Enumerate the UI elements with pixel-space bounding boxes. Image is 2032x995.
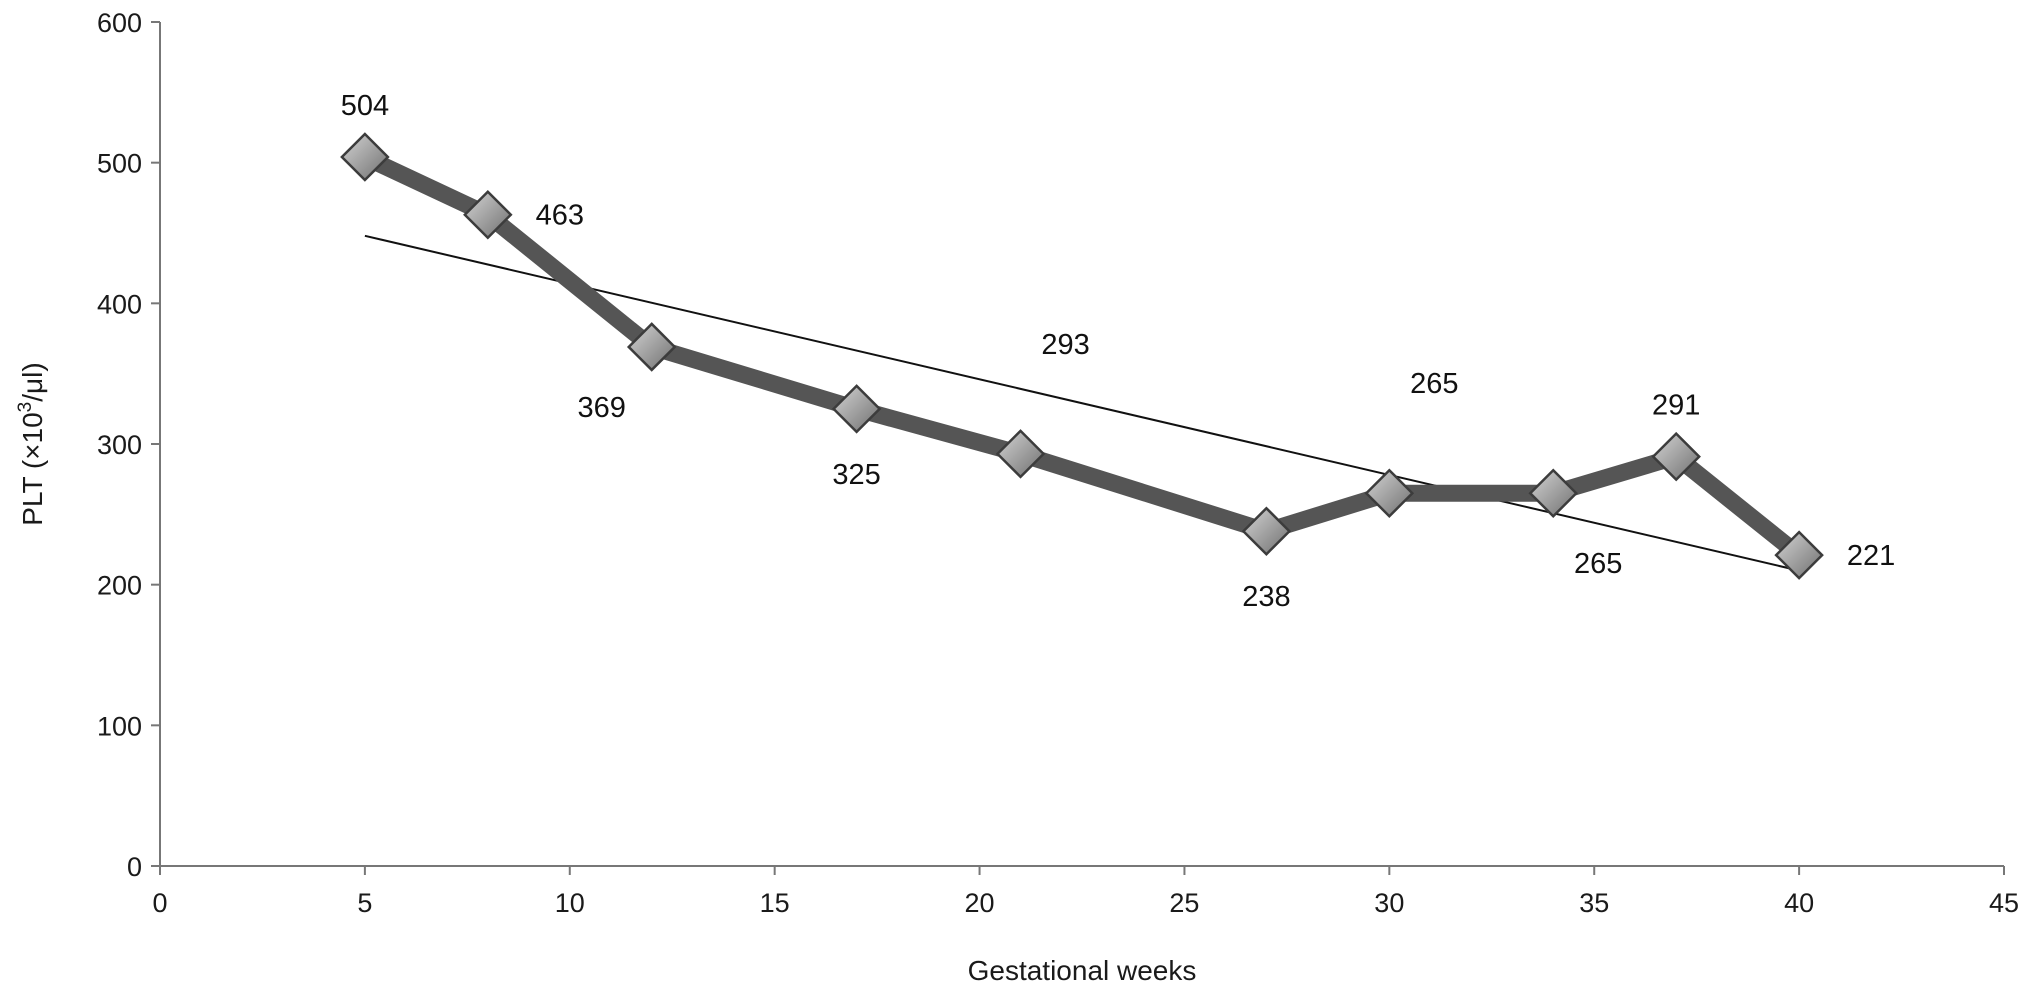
x-tick-label: 10 — [555, 888, 585, 918]
data-point-marker — [340, 132, 390, 182]
x-axis-title: Gestational weeks — [968, 955, 1197, 986]
data-point-marker — [995, 429, 1046, 479]
x-tick-label: 0 — [152, 888, 167, 918]
x-tick-label: 25 — [1169, 888, 1199, 918]
x-tick-label: 45 — [1989, 888, 2019, 918]
data-label: 238 — [1242, 581, 1290, 613]
data-point-marker — [1241, 506, 1292, 556]
data-point-marker — [463, 189, 513, 240]
data-point-marker — [1528, 468, 1579, 519]
data-label: 291 — [1652, 390, 1700, 422]
y-tick-label: 300 — [97, 430, 142, 460]
data-point-marker — [831, 384, 882, 434]
data-point-marker — [626, 322, 677, 372]
data-label: 265 — [1574, 548, 1622, 580]
y-tick-label: 400 — [97, 289, 142, 319]
data-labels-group: 504 463 369 325 293 238 265 265 291 221 — [341, 90, 1896, 613]
series-group — [340, 132, 1824, 580]
x-tick-label: 30 — [1374, 888, 1404, 918]
trendline — [364, 234, 1800, 572]
data-label: 265 — [1410, 368, 1458, 400]
series-line — [356, 148, 1808, 564]
y-axis-title: PLT (×103/μl) — [15, 362, 48, 525]
data-label: 369 — [578, 392, 626, 424]
data-label: 463 — [536, 200, 584, 232]
x-tick-label: 5 — [357, 888, 372, 918]
y-tick-label: 600 — [97, 8, 142, 38]
trendline-group — [364, 234, 1800, 572]
data-point-marker — [1774, 530, 1824, 580]
y-tick-label: 200 — [97, 571, 142, 601]
data-point-marker — [1364, 468, 1415, 519]
data-label: 325 — [832, 459, 880, 491]
y-axis-title-superscript: 3 — [15, 402, 36, 413]
x-tick-label: 40 — [1784, 888, 1814, 918]
x-tick-label: 20 — [965, 888, 995, 918]
data-label: 221 — [1847, 540, 1895, 572]
data-label: 504 — [341, 90, 389, 122]
data-point-marker — [1651, 431, 1701, 482]
y-axis-title-base: PLT (×10 — [17, 412, 48, 525]
y-tick-label: 500 — [97, 149, 142, 179]
data-label: 293 — [1041, 329, 1089, 361]
axes: 0 100 200 300 400 500 600 0 5 10 15 20 25 30 35 40 45 — [97, 8, 2019, 918]
y-axis-title-tail: /μl) — [17, 362, 48, 401]
x-tick-label: 15 — [760, 888, 790, 918]
y-tick-label: 0 — [127, 852, 142, 882]
x-tick-label: 35 — [1579, 888, 1609, 918]
y-tick-label: 100 — [97, 711, 142, 741]
